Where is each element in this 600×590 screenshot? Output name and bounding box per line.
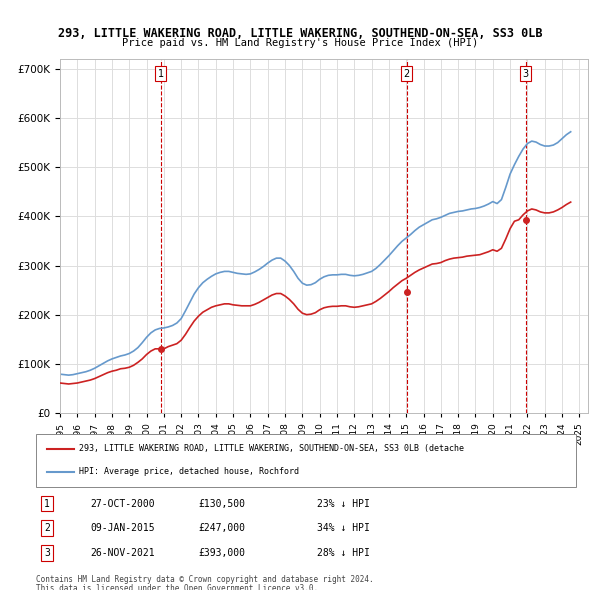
Text: 26-NOV-2021: 26-NOV-2021 bbox=[90, 548, 155, 558]
Text: 3: 3 bbox=[523, 69, 529, 78]
Text: 2: 2 bbox=[44, 523, 50, 533]
Text: Price paid vs. HM Land Registry's House Price Index (HPI): Price paid vs. HM Land Registry's House … bbox=[122, 38, 478, 48]
Text: 293, LITTLE WAKERING ROAD, LITTLE WAKERING, SOUTHEND-ON-SEA, SS3 0LB (detache: 293, LITTLE WAKERING ROAD, LITTLE WAKERI… bbox=[79, 444, 464, 453]
Text: 09-JAN-2015: 09-JAN-2015 bbox=[90, 523, 155, 533]
FancyBboxPatch shape bbox=[36, 434, 576, 487]
Text: 2: 2 bbox=[404, 69, 410, 78]
Text: This data is licensed under the Open Government Licence v3.0.: This data is licensed under the Open Gov… bbox=[36, 584, 318, 590]
Text: 23% ↓ HPI: 23% ↓ HPI bbox=[317, 499, 370, 509]
Text: HPI: Average price, detached house, Rochford: HPI: Average price, detached house, Roch… bbox=[79, 467, 299, 476]
Text: 293, LITTLE WAKERING ROAD, LITTLE WAKERING, SOUTHEND-ON-SEA, SS3 0LB: 293, LITTLE WAKERING ROAD, LITTLE WAKERI… bbox=[58, 27, 542, 40]
Text: 27-OCT-2000: 27-OCT-2000 bbox=[90, 499, 155, 509]
Text: £247,000: £247,000 bbox=[198, 523, 245, 533]
Text: Contains HM Land Registry data © Crown copyright and database right 2024.: Contains HM Land Registry data © Crown c… bbox=[36, 575, 374, 584]
Text: £393,000: £393,000 bbox=[198, 548, 245, 558]
Text: 1: 1 bbox=[44, 499, 50, 509]
Text: £130,500: £130,500 bbox=[198, 499, 245, 509]
Text: 34% ↓ HPI: 34% ↓ HPI bbox=[317, 523, 370, 533]
Text: 3: 3 bbox=[44, 548, 50, 558]
Text: 28% ↓ HPI: 28% ↓ HPI bbox=[317, 548, 370, 558]
Text: 1: 1 bbox=[158, 69, 164, 78]
